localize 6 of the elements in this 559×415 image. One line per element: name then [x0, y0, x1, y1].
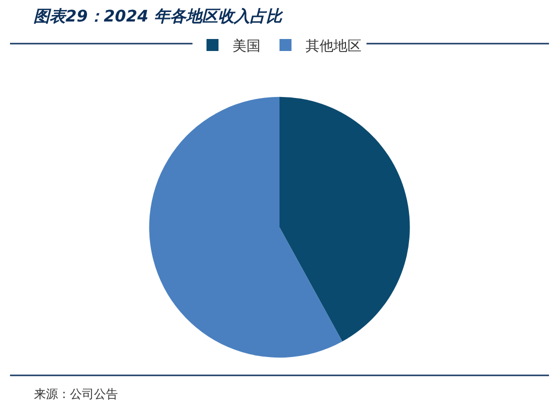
- pie-slice: [149, 96, 342, 358]
- chart-title: 图表29：2024 年各地区收入占比: [34, 6, 284, 26]
- legend-label: 美国: [232, 38, 260, 54]
- pie-slice: [280, 96, 410, 342]
- source-note: 来源：公司公告: [34, 387, 118, 401]
- legend-label: 其他地区: [306, 38, 362, 54]
